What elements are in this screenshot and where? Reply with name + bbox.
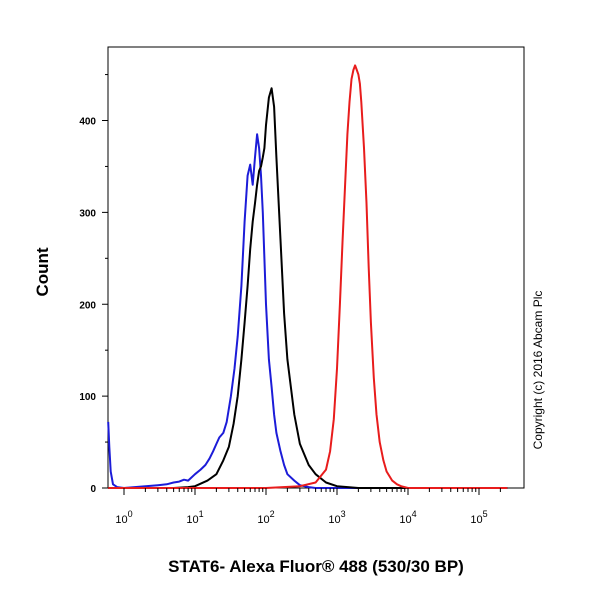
- x-tick-label: 103: [328, 509, 345, 526]
- series-line-2: [108, 87, 508, 489]
- y-tick-label: 0: [90, 484, 96, 495]
- y-axis-title: Count: [33, 247, 52, 296]
- axis-layer: 0 100 200 300 400 100 101 102 103 104 105: [79, 74, 501, 526]
- y-tick-label: 100: [79, 392, 96, 403]
- y-tick-label: 400: [79, 117, 96, 128]
- x-tick-label: 105: [470, 509, 487, 526]
- x-tick-label: 101: [186, 509, 203, 526]
- series-line-1: [107, 133, 508, 489]
- y-tick-label: 200: [79, 300, 96, 311]
- x-tick-label: 102: [257, 509, 274, 526]
- x-tick-label: 100: [115, 509, 132, 526]
- series-layer: [107, 64, 508, 489]
- series-line-3: [108, 64, 508, 489]
- plot-frame: [107, 46, 525, 489]
- copyright-text: Copyright (c) 2016 Abcam Plc: [531, 291, 545, 450]
- x-axis-title: STAT6- Alexa Fluor® 488 (530/30 BP): [168, 557, 464, 576]
- y-tick-label: 300: [79, 208, 96, 219]
- x-tick-label: 104: [399, 509, 416, 526]
